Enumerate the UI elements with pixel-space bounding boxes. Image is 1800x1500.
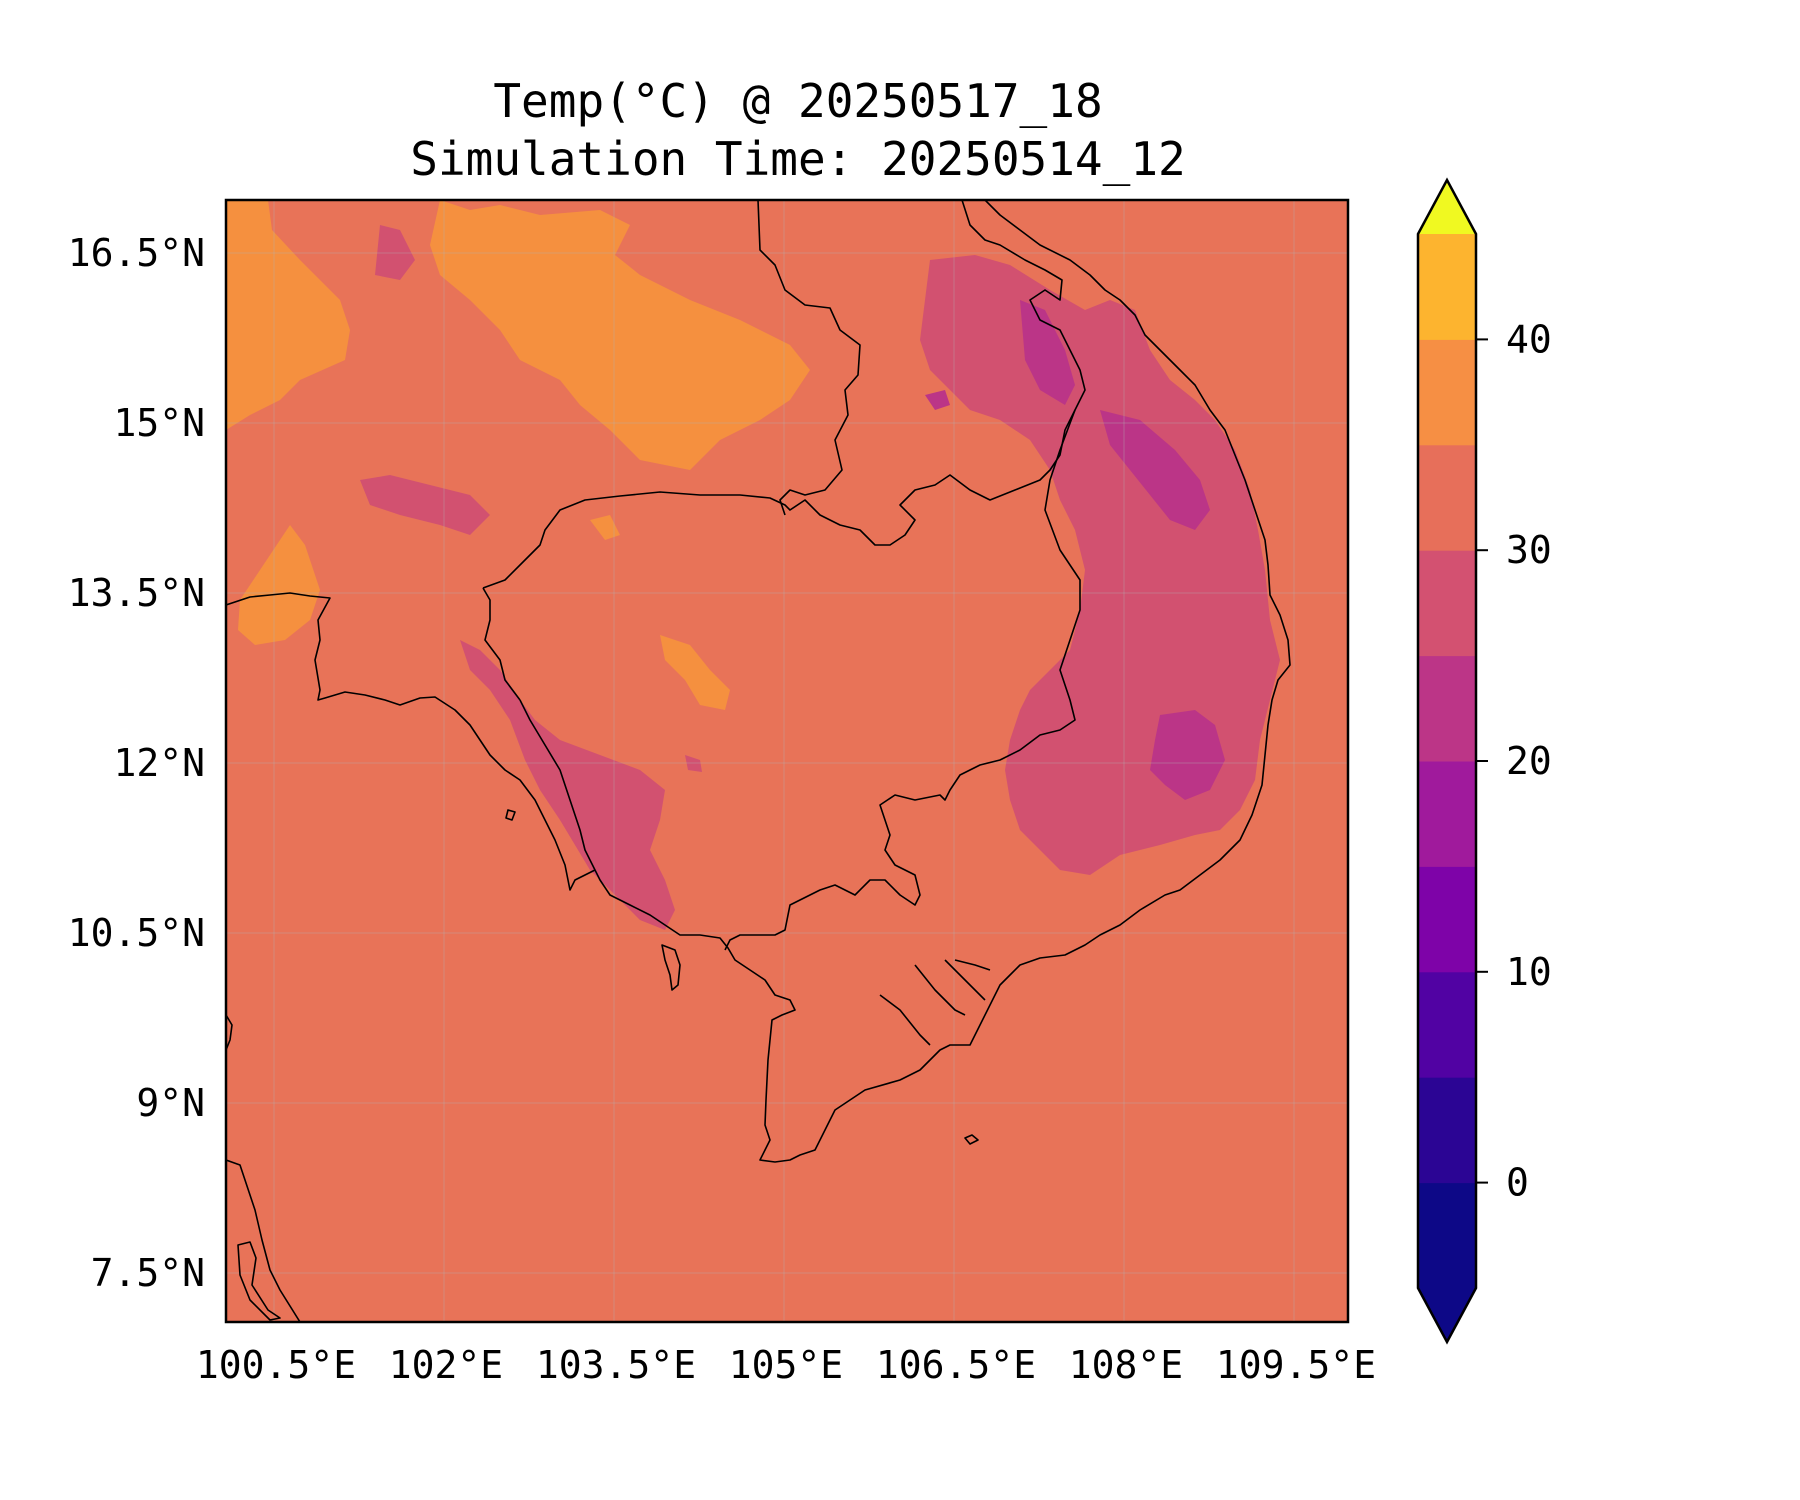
coast-gulf-thailand-east: [519, 200, 1291, 1163]
y-tick-labels: 16.5°N 15°N 13.5°N 12°N 10.5°N 9°N 7.5°N: [68, 231, 205, 1295]
x-tick-2: 103.5°E: [536, 1343, 696, 1387]
colorbar-band-4: [1418, 761, 1476, 867]
colorbar-tick-label-3: 10: [1506, 950, 1552, 994]
cold-patch-small: [925, 390, 950, 410]
colorbar-band-3: [1418, 866, 1476, 973]
colorbar-tick-label-4: 0: [1506, 1161, 1529, 1205]
island-phu-quoc: [661, 944, 681, 991]
cool-region-cardamom: [460, 640, 675, 930]
colorbar-band-6: [1418, 550, 1476, 657]
cool-region-northwest: [360, 475, 490, 535]
y-tick-1: 15°N: [113, 401, 205, 445]
x-tick-0: 100.5°E: [196, 1343, 356, 1387]
cool-region-north-small: [375, 225, 415, 280]
x-tick-4: 106.5°E: [876, 1343, 1036, 1387]
colorbar-band-0: [1418, 1182, 1476, 1289]
y-tick-2: 13.5°N: [68, 571, 205, 615]
mekong-delta-channel-3: [944, 959, 986, 1001]
border-cambodia-north: [482, 200, 1086, 589]
plot-frame: [224, 198, 1350, 1324]
border-thailand-laos-mekong: [757, 200, 861, 516]
coast-malay-peninsula: [226, 1159, 301, 1322]
colorbar-band-9: [1418, 234, 1476, 340]
mekong-delta-channel-1: [879, 994, 931, 1046]
cold-patch-central-highlands-2: [1150, 710, 1225, 800]
map-title: Temp(°C) @ 20250517_18 Simulation Time: …: [0, 72, 1596, 188]
title-line-1: Temp(°C) @ 20250517_18: [493, 74, 1103, 128]
mekong-delta-channel-4: [954, 959, 991, 971]
colorbar-band-5: [1418, 655, 1476, 762]
warm-region-north: [226, 200, 350, 430]
colorbar: 40 30 20 10 0: [1416, 177, 1552, 1345]
title-line-2: Simulation Time: 20250514_12: [410, 132, 1186, 186]
cool-region-center-small: [685, 755, 702, 772]
coast-thailand-west-gulf: [226, 592, 596, 891]
x-tick-3: 105°E: [729, 1343, 843, 1387]
colorbar-tick-label-2: 20: [1506, 739, 1552, 783]
colorbar-band-1: [1418, 1077, 1476, 1184]
warm-region-north-2: [430, 200, 810, 470]
colorbar-band-8: [1418, 339, 1476, 446]
temperature-field: [226, 200, 1348, 1322]
border-thailand-cambodia-west: [482, 587, 521, 701]
coast-west-edge: [226, 1014, 233, 1051]
island-con-dao: [964, 1134, 979, 1145]
y-tick-4: 10.5°N: [68, 911, 205, 955]
y-tick-0: 16.5°N: [68, 231, 205, 275]
x-tick-1: 102°E: [389, 1343, 503, 1387]
colorbar-outline: [1416, 177, 1478, 1345]
colorbar-band-2: [1418, 971, 1476, 1078]
colorbar-band-7: [1418, 444, 1476, 551]
warm-region-center: [660, 635, 730, 710]
border-cambodia-vietnam-east: [724, 409, 1081, 951]
cold-patch-laos: [1020, 300, 1075, 405]
y-tick-3: 12°N: [113, 741, 205, 785]
island-langkawi: [237, 1241, 281, 1321]
colorbar-extend-min: [1418, 1288, 1476, 1342]
x-tick-labels: 100.5°E 102°E 103.5°E 105°E 106.5°E 108°…: [196, 1343, 1376, 1387]
x-tick-6: 109.5°E: [1216, 1343, 1376, 1387]
x-tick-5: 108°E: [1069, 1343, 1183, 1387]
graticule: [226, 200, 1348, 1322]
warm-region-west: [238, 525, 320, 645]
y-tick-5: 9°N: [136, 1081, 205, 1125]
cold-patch-central-highlands-1: [1100, 410, 1210, 530]
colorbar-extend-max: [1418, 180, 1476, 234]
coastlines-borders: [226, 200, 1291, 1322]
y-tick-6: 7.5°N: [91, 1251, 205, 1295]
colorbar-tick-label-1: 30: [1506, 528, 1552, 572]
mekong-delta-channel-2: [914, 964, 966, 1016]
warm-region-center-2: [590, 515, 620, 540]
colorbar-tick-label-0: 40: [1506, 317, 1552, 361]
island-koh-kong: [505, 809, 516, 821]
